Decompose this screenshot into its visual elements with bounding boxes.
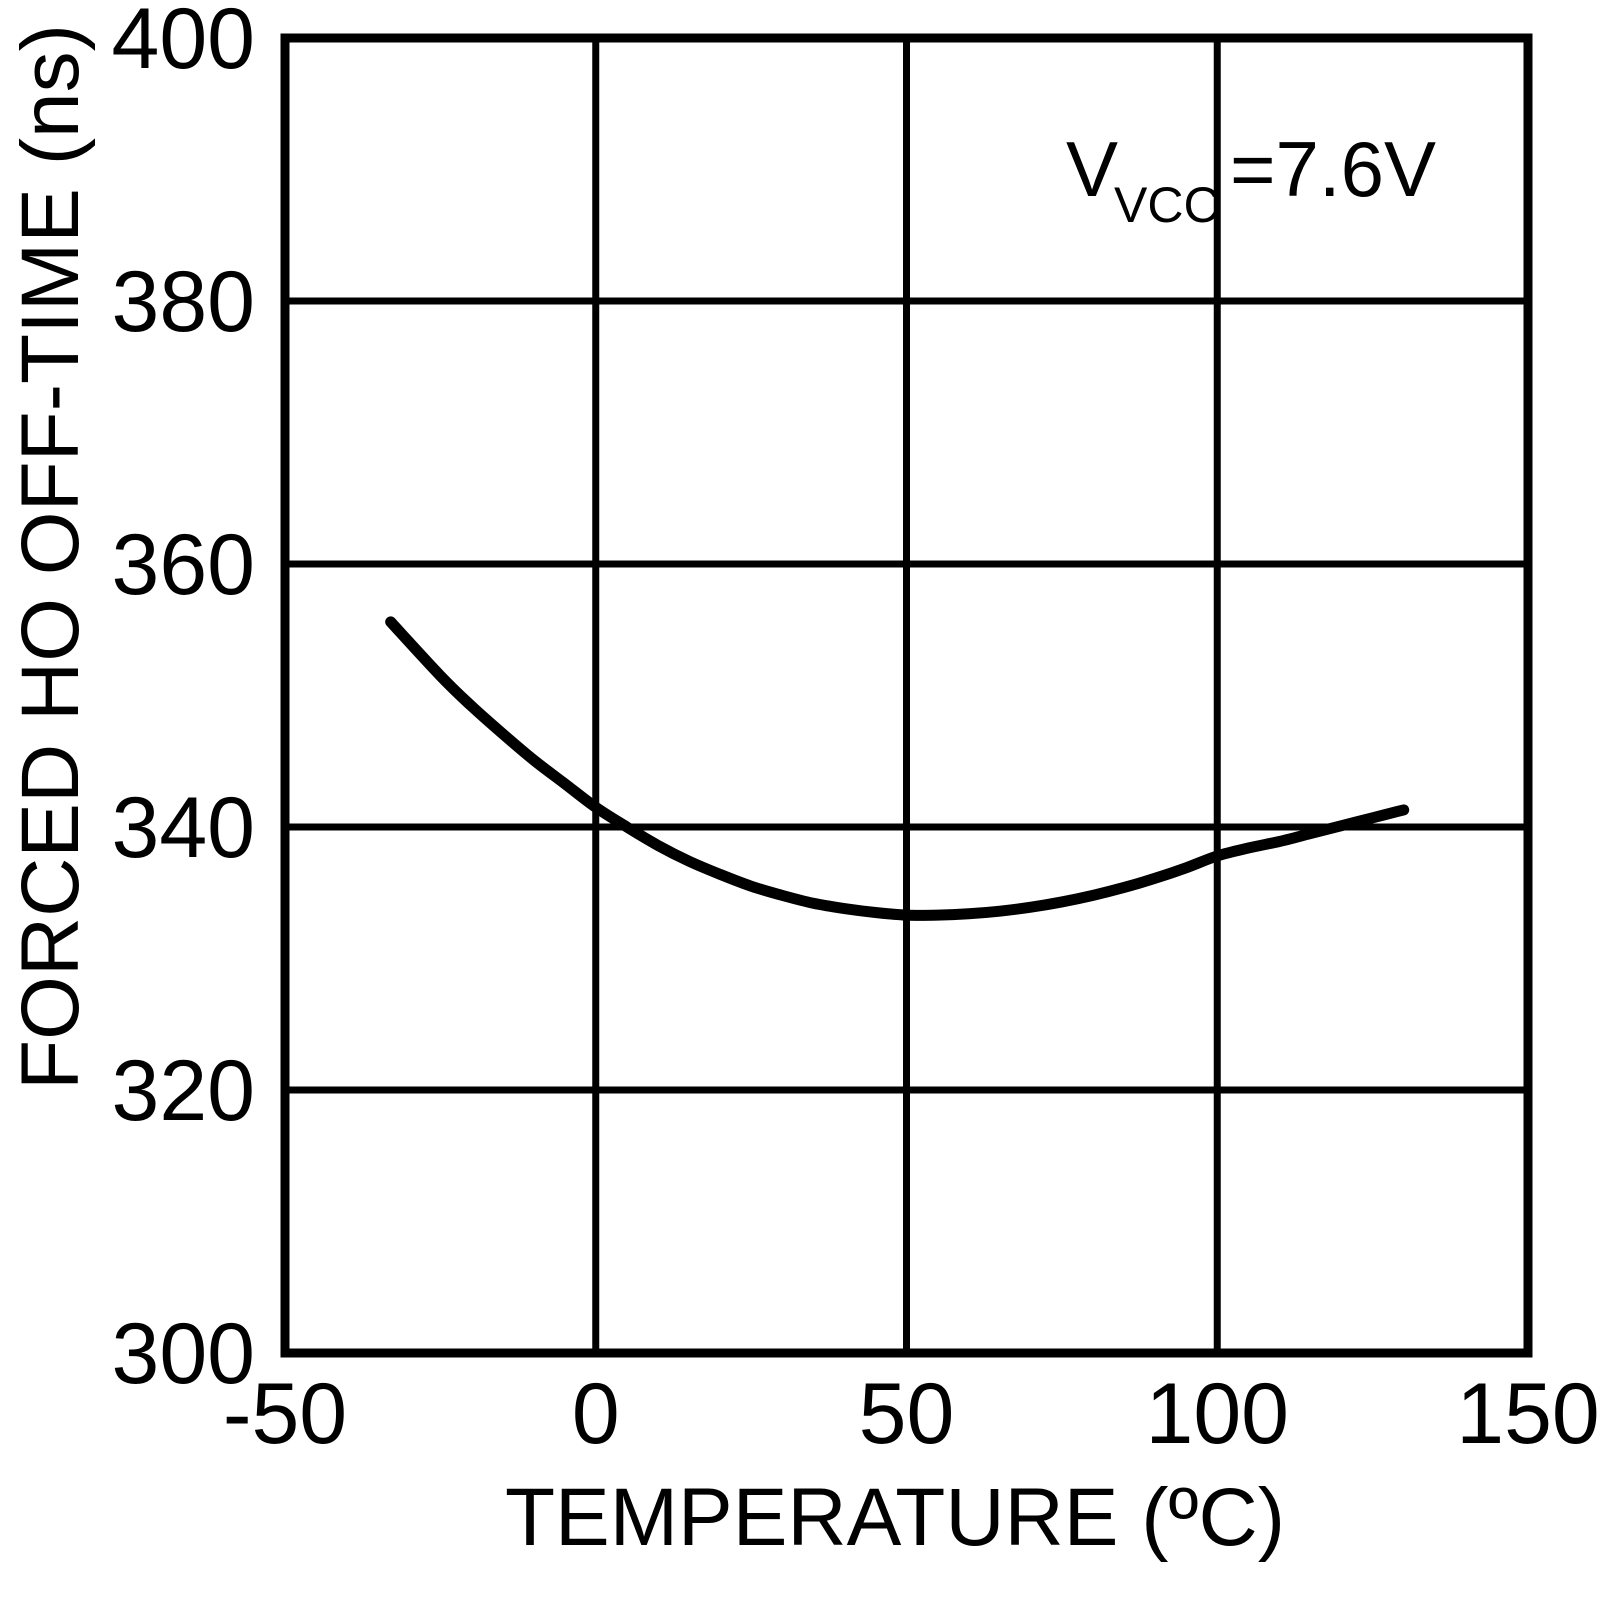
x-axis-tick-labels: -50 0 50 100 150 [223,1366,1600,1462]
annotation-v-symbol: V [1066,125,1118,213]
x-tick-0: 0 [572,1366,620,1462]
y-axis-title: FORCED HO OFF-TIME (ns) [5,24,96,1090]
data-series-group [385,616,1410,921]
x-tick-50: 50 [859,1366,955,1462]
y-tick-380: 380 [112,254,256,350]
annotation-value: =7.6V [1230,125,1436,213]
annotation-vcc-subscript: VCC [1114,177,1220,233]
x-tick--50: -50 [223,1366,347,1462]
vertical-gridlines [592,38,1221,1353]
x-axis-title: TEMPERATURE (ºC) [505,1472,1285,1563]
x-tick-150: 150 [1456,1366,1600,1462]
y-tick-320: 320 [112,1043,256,1139]
x-tick-100: 100 [1146,1366,1290,1462]
y-tick-400: 400 [112,0,256,87]
y-tick-300: 300 [112,1306,256,1402]
y-tick-340: 340 [112,780,256,876]
y-tick-360: 360 [112,517,256,613]
annotation-vcc-condition: V VCC =7.6V [1066,125,1436,233]
y-axis-tick-labels: 300 320 340 360 380 400 [112,0,256,1402]
series-line-forced-ho-off-time [385,616,1410,921]
